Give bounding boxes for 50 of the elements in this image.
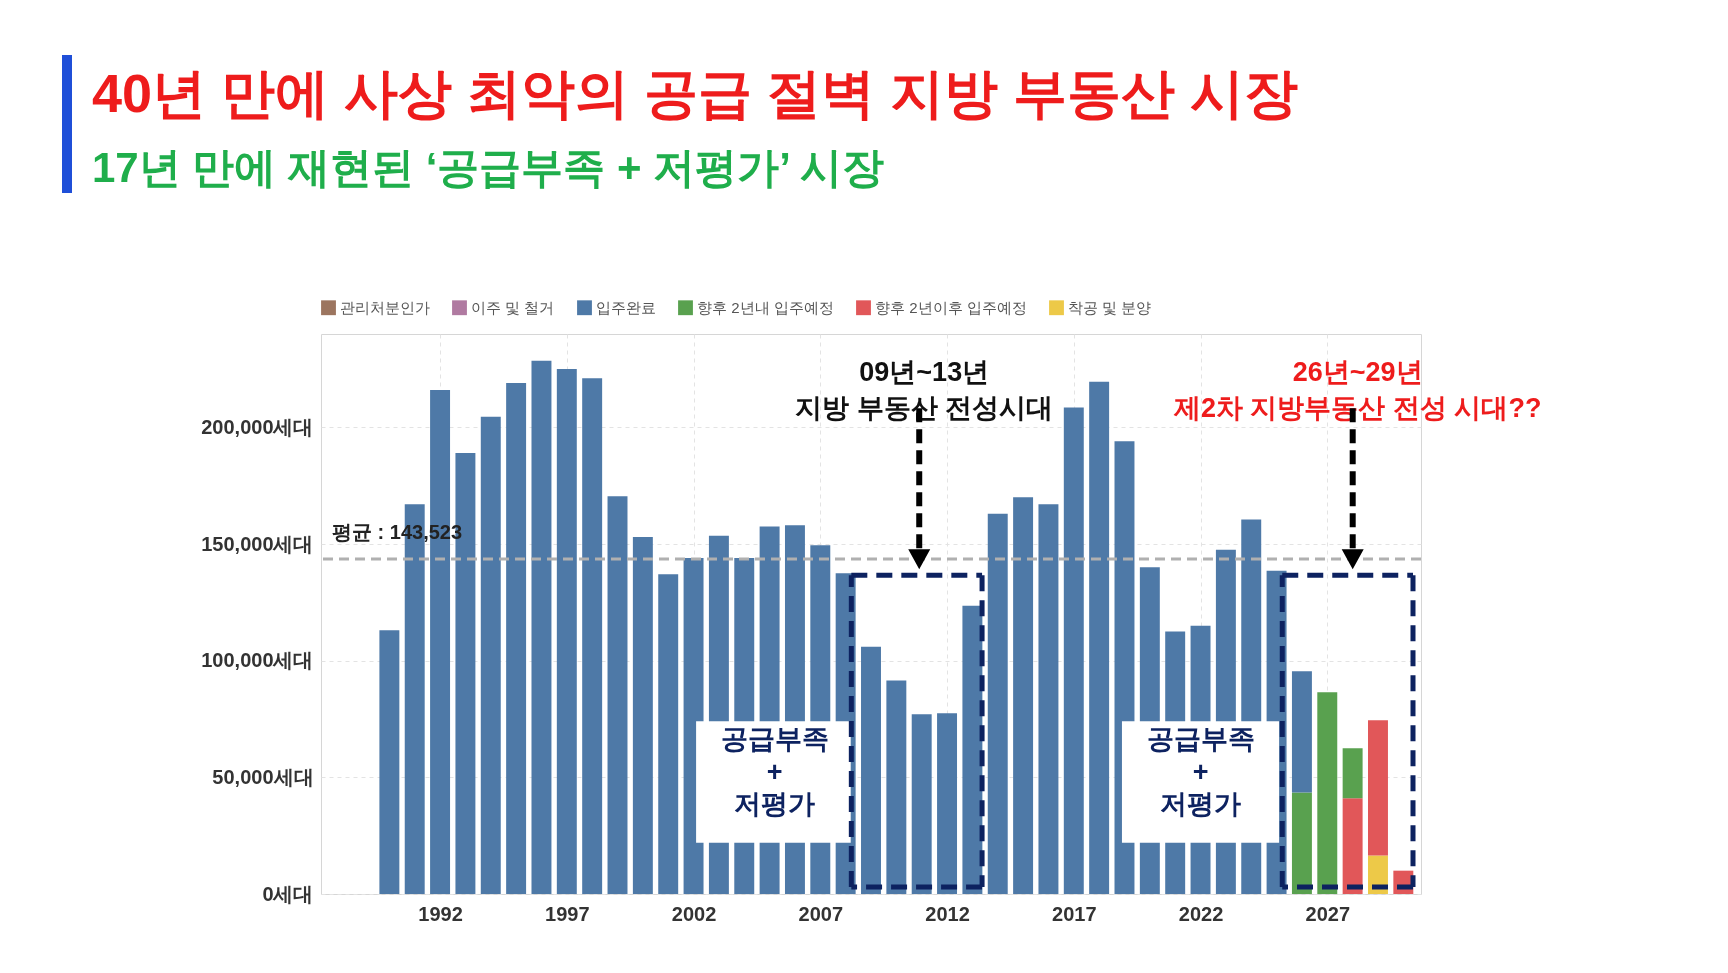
bar bbox=[1368, 720, 1388, 856]
bar bbox=[861, 646, 881, 894]
x-tick-label: 2007 bbox=[798, 902, 844, 925]
chart-subtitle: 17년 만에 재현된 ‘공급부족 + 저평가’ 시장 bbox=[92, 143, 885, 193]
bar bbox=[531, 360, 552, 894]
x-tick-label: 2012 bbox=[925, 902, 970, 925]
bar bbox=[1317, 692, 1338, 894]
bar bbox=[937, 713, 958, 894]
bar bbox=[911, 714, 932, 894]
x-tick-label: 1992 bbox=[418, 902, 463, 925]
x-tick-label: 1997 bbox=[545, 902, 590, 925]
bar bbox=[506, 383, 527, 894]
x-tick-label: 2017 bbox=[1052, 902, 1097, 925]
legend-label: 향후 2년내 입주예정 bbox=[697, 298, 834, 316]
legend-label: 입주완료 bbox=[596, 298, 656, 316]
y-tick-label: 150,000세대 bbox=[201, 532, 314, 555]
bar bbox=[1038, 504, 1059, 894]
bar bbox=[1013, 497, 1034, 894]
y-tick-label: 0세대 bbox=[262, 882, 314, 905]
bar bbox=[632, 537, 653, 894]
bar bbox=[607, 496, 628, 894]
legend-label: 이주 및 철거 bbox=[471, 298, 555, 316]
annotation: 공급부족 + 저평가 bbox=[720, 724, 829, 819]
bar bbox=[480, 416, 501, 894]
y-tick-label: 200,000세대 bbox=[201, 415, 314, 438]
x-tick-label: 2027 bbox=[1305, 902, 1351, 925]
chart-title: 40년 만에 사상 최악의 공급 절벽 지방 부동산 시장 bbox=[92, 62, 1299, 125]
bar bbox=[582, 378, 603, 894]
annotation: 26년~29년 제2차 지방부동산 전성 시대?? bbox=[1172, 356, 1542, 424]
bar bbox=[1063, 407, 1084, 894]
annotation: 공급부족 + 저평가 bbox=[1146, 724, 1255, 819]
bar bbox=[886, 680, 907, 894]
bar bbox=[1291, 671, 1312, 793]
bar bbox=[1291, 792, 1312, 894]
bar bbox=[987, 513, 1008, 894]
y-tick-label: 50,000세대 bbox=[212, 765, 314, 788]
bar bbox=[658, 574, 679, 894]
bar bbox=[556, 369, 577, 894]
x-tick-label: 2002 bbox=[671, 902, 717, 925]
bar bbox=[1089, 381, 1110, 894]
bar bbox=[379, 630, 400, 894]
x-tick-label: 2022 bbox=[1178, 902, 1224, 925]
annotation: 09년~13년 지방 부동산 전성시대 bbox=[795, 356, 1054, 424]
legend-label: 관리처분인가 bbox=[340, 298, 430, 316]
y-tick-label: 100,000세대 bbox=[201, 649, 314, 672]
legend-label: 착공 및 분양 bbox=[1068, 298, 1152, 316]
bar bbox=[1342, 748, 1363, 799]
bar bbox=[962, 605, 983, 894]
bar bbox=[1342, 798, 1363, 894]
legend-label: 향후 2년이후 입주예정 bbox=[875, 298, 1027, 316]
